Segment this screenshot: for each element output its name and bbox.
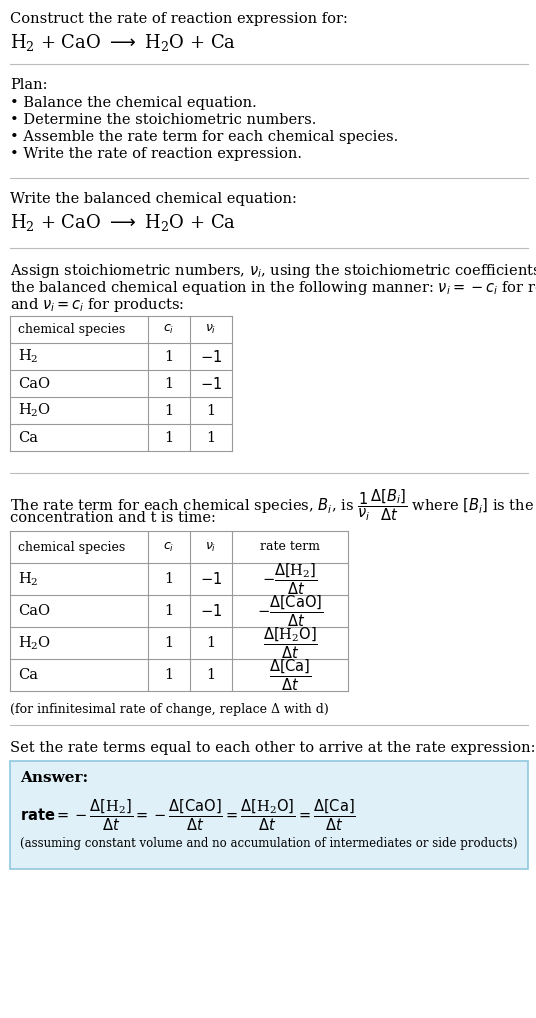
Text: $-1$: $-1$: [200, 376, 222, 392]
Text: Construct the rate of reaction expression for:: Construct the rate of reaction expressio…: [10, 12, 348, 26]
Text: 1: 1: [165, 431, 174, 445]
Text: chemical species: chemical species: [18, 541, 125, 554]
Text: 1: 1: [206, 636, 215, 651]
Text: • Determine the stoichiometric numbers.: • Determine the stoichiometric numbers.: [10, 113, 316, 127]
Text: concentration and t is time:: concentration and t is time:: [10, 511, 216, 525]
Text: • Balance the chemical equation.: • Balance the chemical equation.: [10, 96, 257, 110]
Text: • Write the rate of reaction expression.: • Write the rate of reaction expression.: [10, 147, 302, 161]
Bar: [10, 316, 232, 451]
Text: • Assemble the rate term for each chemical species.: • Assemble the rate term for each chemic…: [10, 130, 398, 144]
Text: (assuming constant volume and no accumulation of intermediates or side products): (assuming constant volume and no accumul…: [20, 837, 517, 850]
Text: $c_i$: $c_i$: [163, 541, 175, 554]
FancyBboxPatch shape: [10, 761, 528, 869]
Text: 1: 1: [165, 636, 174, 651]
Text: 1: 1: [165, 572, 174, 586]
Text: $\mathregular{H_2}$: $\mathregular{H_2}$: [18, 570, 39, 587]
Text: $\mathregular{H_2}$ + CaO $\longrightarrow$ $\mathregular{H_2}$O + Ca: $\mathregular{H_2}$ + CaO $\longrightarr…: [10, 32, 236, 53]
Text: rate term: rate term: [260, 541, 320, 554]
Text: 1: 1: [206, 431, 215, 445]
Text: Ca: Ca: [18, 431, 38, 445]
Text: 1: 1: [165, 403, 174, 417]
Text: 1: 1: [206, 403, 215, 417]
Text: $-\dfrac{\Delta[\mathrm{CaO}]}{\Delta t}$: $-\dfrac{\Delta[\mathrm{CaO}]}{\Delta t}…: [257, 593, 323, 629]
Text: $\dfrac{\Delta[\mathregular{H_2}\mathrm{O}]}{\Delta t}$: $\dfrac{\Delta[\mathregular{H_2}\mathrm{…: [263, 625, 317, 661]
Text: 1: 1: [165, 604, 174, 618]
Text: Assign stoichiometric numbers, $\nu_i$, using the stoichiometric coefficients, $: Assign stoichiometric numbers, $\nu_i$, …: [10, 262, 536, 280]
Text: The rate term for each chemical species, $B_i$, is $\dfrac{1}{\nu_i}\dfrac{\Delt: The rate term for each chemical species,…: [10, 487, 536, 522]
Text: $\mathregular{H_2}$ + CaO $\longrightarrow$ $\mathregular{H_2}$O + Ca: $\mathregular{H_2}$ + CaO $\longrightarr…: [10, 212, 236, 233]
Text: CaO: CaO: [18, 604, 50, 618]
Text: $-1$: $-1$: [200, 348, 222, 364]
Text: Plan:: Plan:: [10, 78, 48, 92]
Text: (for infinitesimal rate of change, replace Δ with d): (for infinitesimal rate of change, repla…: [10, 703, 329, 716]
Text: $\nu_i$: $\nu_i$: [205, 323, 217, 336]
Text: Ca: Ca: [18, 668, 38, 682]
Bar: [10, 531, 348, 691]
Text: 1: 1: [165, 668, 174, 682]
Text: chemical species: chemical species: [18, 323, 125, 336]
Text: $c_i$: $c_i$: [163, 323, 175, 336]
Text: CaO: CaO: [18, 377, 50, 391]
Text: 1: 1: [206, 668, 215, 682]
Text: Write the balanced chemical equation:: Write the balanced chemical equation:: [10, 192, 297, 206]
Text: $-1$: $-1$: [200, 571, 222, 587]
Text: $\mathbf{rate} = -\dfrac{\Delta[\mathregular{H_2}]}{\Delta t} = -\dfrac{\Delta[\: $\mathbf{rate} = -\dfrac{\Delta[\mathreg…: [20, 797, 356, 833]
Text: the balanced chemical equation in the following manner: $\nu_i = -c_i$ for react: the balanced chemical equation in the fo…: [10, 279, 536, 297]
Text: Answer:: Answer:: [20, 771, 88, 785]
Text: $\mathregular{H_2O}$: $\mathregular{H_2O}$: [18, 634, 51, 652]
Text: 1: 1: [165, 349, 174, 363]
Text: 1: 1: [165, 377, 174, 391]
Text: $-\dfrac{\Delta[\mathregular{H_2}]}{\Delta t}$: $-\dfrac{\Delta[\mathregular{H_2}]}{\Del…: [262, 561, 318, 597]
Text: $-1$: $-1$: [200, 603, 222, 619]
Text: $\mathregular{H_2O}$: $\mathregular{H_2O}$: [18, 402, 51, 419]
Text: $\mathregular{H_2}$: $\mathregular{H_2}$: [18, 348, 39, 365]
Text: $\dfrac{\Delta[\mathrm{Ca}]}{\Delta t}$: $\dfrac{\Delta[\mathrm{Ca}]}{\Delta t}$: [269, 658, 311, 693]
Text: $\nu_i$: $\nu_i$: [205, 541, 217, 554]
Text: Set the rate terms equal to each other to arrive at the rate expression:: Set the rate terms equal to each other t…: [10, 741, 535, 755]
Text: and $\nu_i = c_i$ for products:: and $\nu_i = c_i$ for products:: [10, 296, 184, 314]
